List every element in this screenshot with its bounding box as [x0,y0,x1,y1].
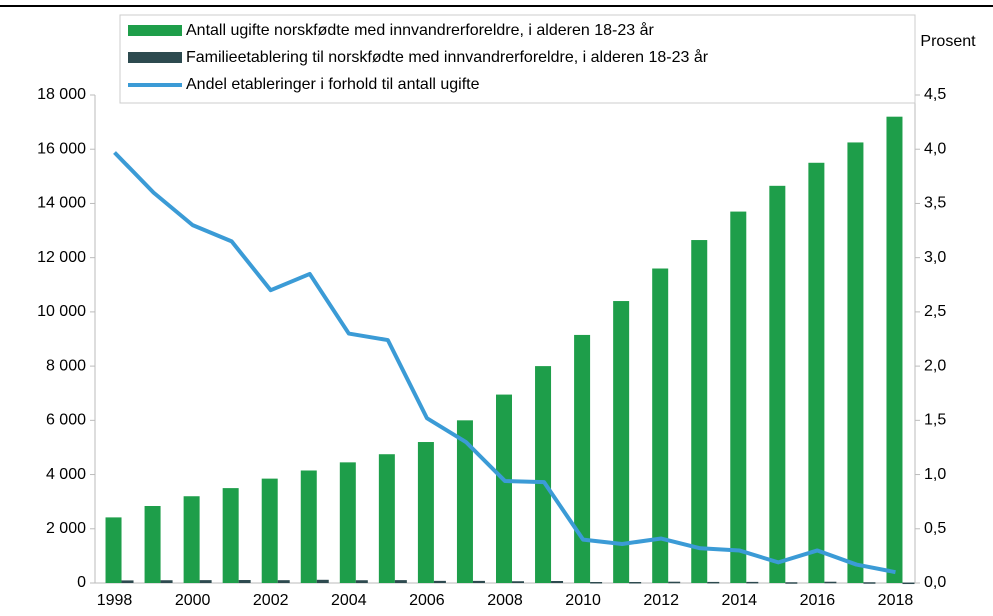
bar [730,211,747,584]
bar [886,116,903,583]
bar [160,580,173,583]
bar [144,506,161,583]
y-tick-label: 6 000 [46,412,86,429]
bar [261,478,278,583]
y-tick-label: 18 000 [37,86,86,103]
y2-tick-label: 0,0 [924,574,946,591]
bar [574,334,591,583]
y2-axis-label: Prosent [920,33,976,50]
bar [238,580,251,583]
y-tick-label: 10 000 [37,303,86,320]
bar [707,581,720,584]
y-tick-label: 8 000 [46,357,86,374]
y2-tick-label: 4,5 [924,86,946,103]
bar [472,580,485,583]
y2-tick-label: 1,0 [924,466,946,483]
legend-swatch [128,25,182,36]
bar [105,517,122,583]
bar [769,185,786,584]
bar [300,470,317,583]
bar [785,582,798,584]
y2-tick-label: 2,0 [924,357,946,374]
y2-tick-label: 0,5 [924,520,946,537]
bar [746,581,759,584]
bar [847,142,864,583]
bar [394,580,407,583]
bar [417,442,434,583]
x-tick-label: 2004 [331,592,367,609]
x-tick-label: 2016 [800,592,836,609]
y2-tick-label: 1,5 [924,412,946,429]
line [113,151,896,575]
bar [863,582,876,584]
y-tick-label: 16 000 [37,140,86,157]
bar [652,268,669,583]
bar [183,496,200,583]
bar [808,162,825,583]
y2-tick-label: 4,0 [924,140,946,157]
legend-swatch [128,52,182,63]
y2-tick-label: 2,5 [924,303,946,320]
x-tick-label: 2000 [175,592,211,609]
x-tick-label: 2012 [643,592,679,609]
x-tick-label: 2008 [487,592,523,609]
x-tick-label: 2006 [409,592,445,609]
bar [512,581,524,583]
bar [316,579,329,583]
bar [277,580,290,583]
bar [668,581,681,584]
bar [551,580,564,583]
bar [902,582,915,585]
bar [355,580,368,583]
bar [456,420,473,583]
y-tick-label: 4 000 [46,466,86,483]
bar [824,581,837,584]
bar [433,580,446,583]
bar [496,394,512,583]
x-tick-label: 2018 [878,592,914,609]
y-tick-label: 14 000 [37,195,86,212]
legend-label: Antall ugifte norskfødte med innvandrerf… [186,21,654,39]
x-tick-label: 1998 [97,592,133,609]
legend-box [119,14,916,104]
bar [613,301,630,583]
x-tick-label: 2002 [253,592,289,609]
y2-tick-label: 3,0 [924,249,946,266]
y-tick-label: 2 000 [46,520,86,537]
bar [121,580,134,583]
bar [378,454,395,583]
legend-label: Andel etableringer i forhold til antall … [186,76,480,93]
bar [691,240,708,584]
bar [535,366,552,583]
bar [339,462,356,583]
bar [590,581,603,584]
y2-tick-label: 3,5 [924,195,946,212]
legend-label: Familieetablering til norskfødte med inn… [186,48,709,66]
bar [222,488,239,583]
x-tick-label: 2010 [565,592,601,609]
bar [629,581,642,584]
bar [199,580,212,583]
x-tick-label: 2014 [721,592,757,609]
y-tick-label: 0 [77,574,86,591]
y-tick-label: 12 000 [37,249,86,266]
